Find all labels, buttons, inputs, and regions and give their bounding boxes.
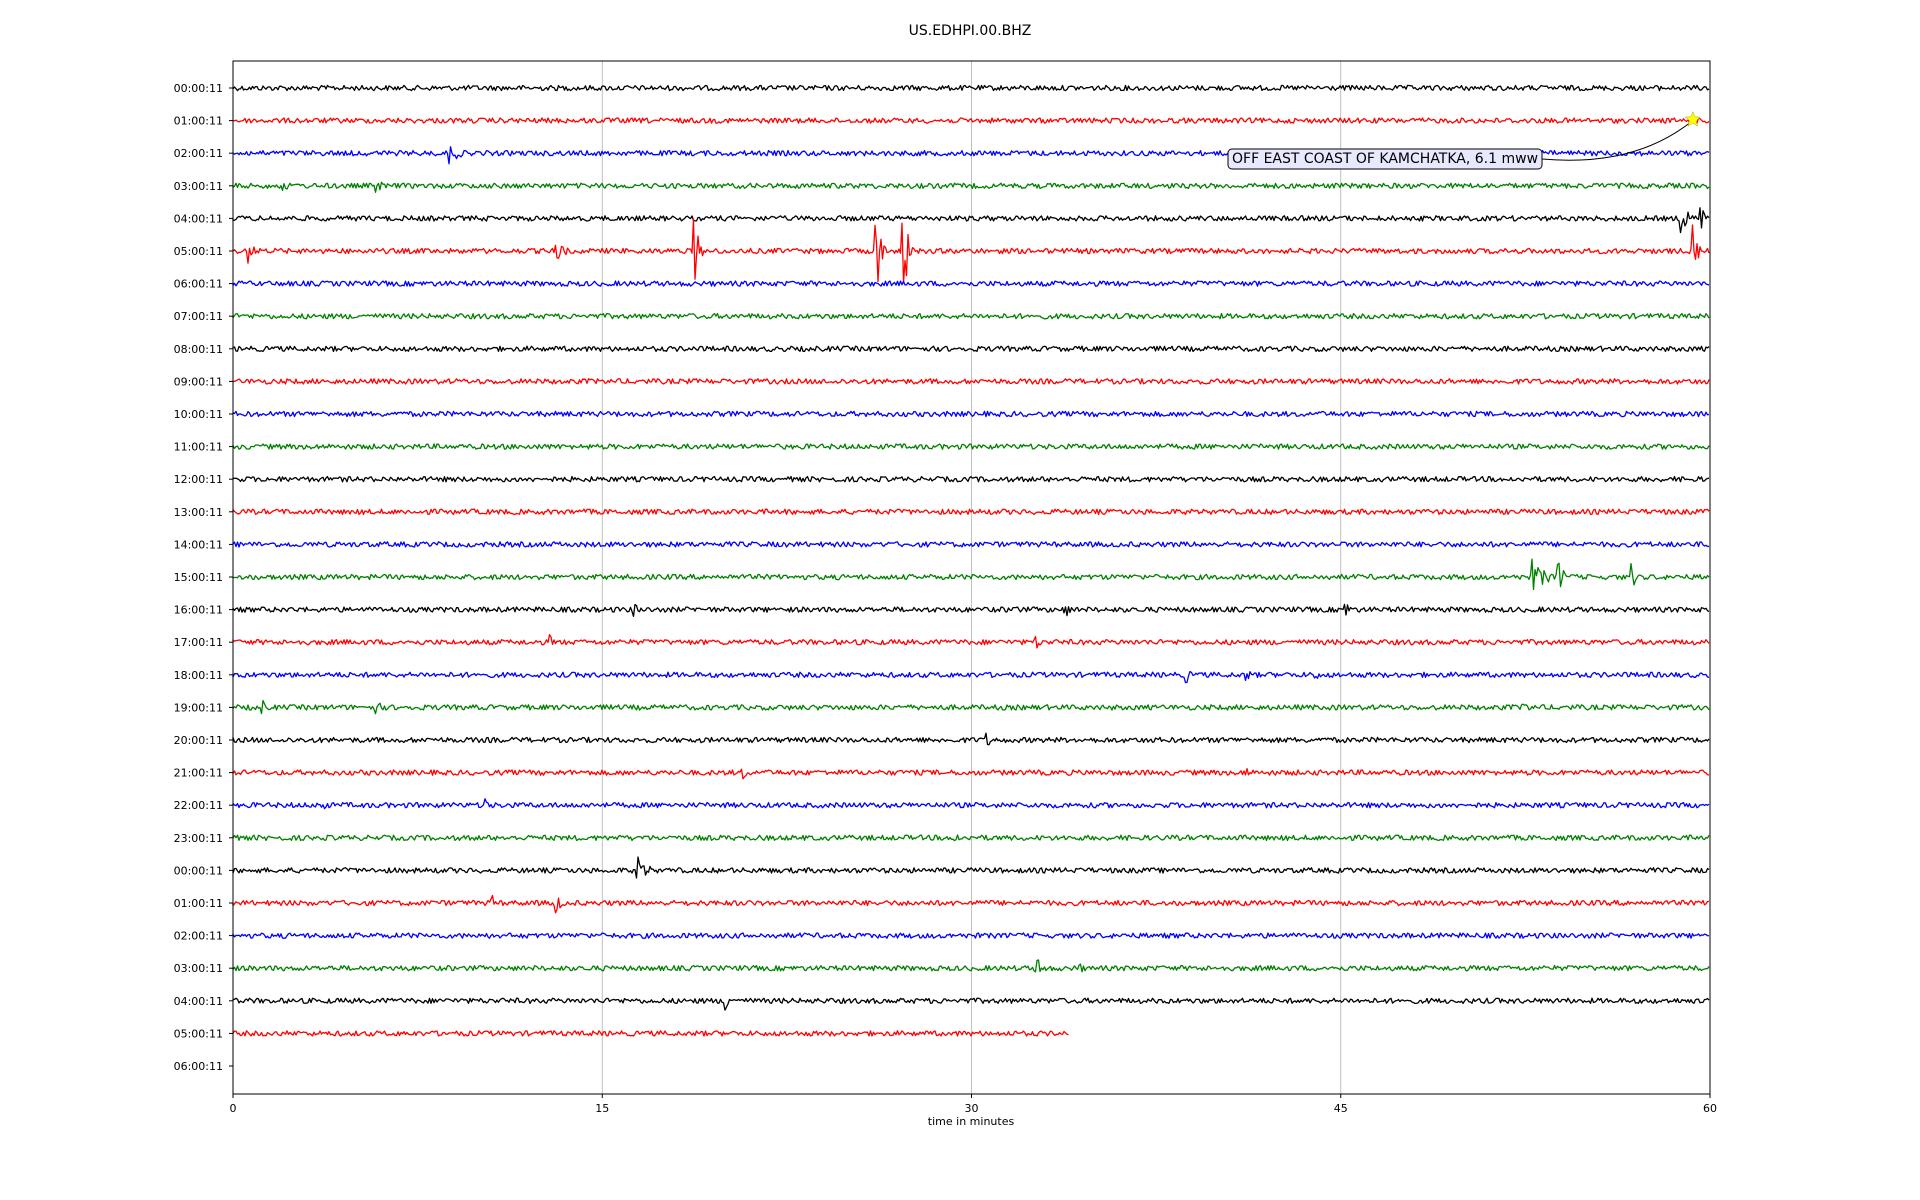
seismic-trace: [232, 312, 1710, 320]
seismic-trace: [232, 280, 1710, 287]
y-tick-label: 17:00:11: [174, 636, 223, 649]
y-tick-label: 03:00:11: [174, 962, 223, 975]
y-tick-label: 00:00:11: [174, 864, 223, 877]
y-tick-label: 03:00:11: [174, 180, 223, 193]
annotation-layer: OFF EAST COAST OF KAMCHATKA, 6.1 mww: [1227, 110, 1702, 170]
y-tick-label: 06:00:11: [174, 1060, 223, 1073]
seismic-trace: [232, 218, 1710, 284]
seismic-trace: [232, 541, 1710, 548]
y-tick-labels: 00:00:11 01:00:11 02:00:11 03:00:11 04:00:11…: [174, 82, 233, 1073]
seismic-trace: [232, 699, 1710, 715]
y-tick-label: 01:00:11: [174, 897, 223, 910]
x-tick-label: 60: [1703, 1102, 1717, 1115]
y-tick-label: 09:00:11: [174, 375, 223, 388]
seismic-trace: [232, 558, 1710, 591]
seismic-trace: [232, 207, 1710, 234]
seismic-trace: [232, 345, 1710, 353]
x-tick-label: 0: [230, 1102, 237, 1115]
x-tick-label: 30: [965, 1102, 979, 1115]
seismic-trace: [232, 410, 1710, 418]
seismic-trace: [232, 443, 1710, 450]
y-tick-label: 21:00:11: [174, 767, 223, 780]
event-annotation-text: OFF EAST COAST OF KAMCHATKA, 6.1 mww: [1232, 151, 1538, 167]
y-tick-label: 13:00:11: [174, 506, 223, 519]
seismic-trace: [232, 603, 1710, 617]
seismic-trace: [232, 181, 1710, 193]
x-tick-label: 45: [1334, 1102, 1348, 1115]
y-tick-label: 08:00:11: [174, 343, 223, 356]
y-tick-label: 02:00:11: [174, 147, 223, 160]
y-tick-label: 05:00:11: [174, 245, 223, 258]
annotation-arrow: [1541, 123, 1690, 161]
chart-title: US.EDHPI.00.BHZ: [909, 23, 1032, 39]
y-tick-label: 18:00:11: [174, 669, 223, 682]
y-tick-label: 04:00:11: [174, 995, 223, 1008]
seismic-trace: [232, 508, 1710, 516]
seismic-trace: [232, 767, 1710, 780]
trace-layer: [232, 84, 1710, 1037]
y-tick-label: 07:00:11: [174, 310, 223, 323]
x-tick-label: 15: [595, 1102, 609, 1115]
x-axis-label: time in minutes: [928, 1115, 1015, 1128]
seismic-trace: [232, 894, 1710, 914]
y-tick-label: 16:00:11: [174, 604, 223, 617]
seismic-trace: [232, 378, 1710, 385]
seismic-trace: [232, 932, 1710, 939]
y-tick-label: 00:00:11: [174, 82, 223, 95]
y-tick-label: 12:00:11: [174, 473, 223, 486]
annotation-box: [1227, 148, 1543, 170]
seismic-trace: [232, 117, 1710, 124]
seismic-trace: [232, 732, 1710, 746]
seismic-trace: [232, 670, 1710, 684]
y-tick-label: 23:00:11: [174, 832, 223, 845]
seismic-trace: [232, 634, 1710, 649]
y-tick-label: 05:00:11: [174, 1027, 223, 1040]
y-tick-label: 15:00:11: [174, 571, 223, 584]
seismic-trace: [232, 84, 1710, 92]
seismic-trace: [232, 798, 1710, 810]
y-tick-label: 04:00:11: [174, 212, 223, 225]
x-tick-labels: 0 15 30 45 60: [230, 1094, 1717, 1115]
seismic-trace: [232, 997, 1710, 1011]
y-tick-label: 01:00:11: [174, 115, 223, 128]
seismic-trace: [232, 1030, 1069, 1037]
seismic-trace: [232, 834, 1710, 842]
seismic-trace: [232, 959, 1710, 973]
y-tick-label: 14:00:11: [174, 538, 223, 551]
seismic-trace: [232, 475, 1710, 483]
event-star-marker: [1684, 110, 1702, 127]
y-tick-label: 19:00:11: [174, 701, 223, 714]
y-tick-label: 11:00:11: [174, 441, 223, 454]
y-tick-label: 22:00:11: [174, 799, 223, 812]
y-tick-label: 10:00:11: [174, 408, 223, 421]
y-tick-label: 02:00:11: [174, 930, 223, 943]
seismic-trace: [232, 856, 1710, 879]
y-tick-label: 06:00:11: [174, 278, 223, 291]
y-tick-label: 20:00:11: [174, 734, 223, 747]
